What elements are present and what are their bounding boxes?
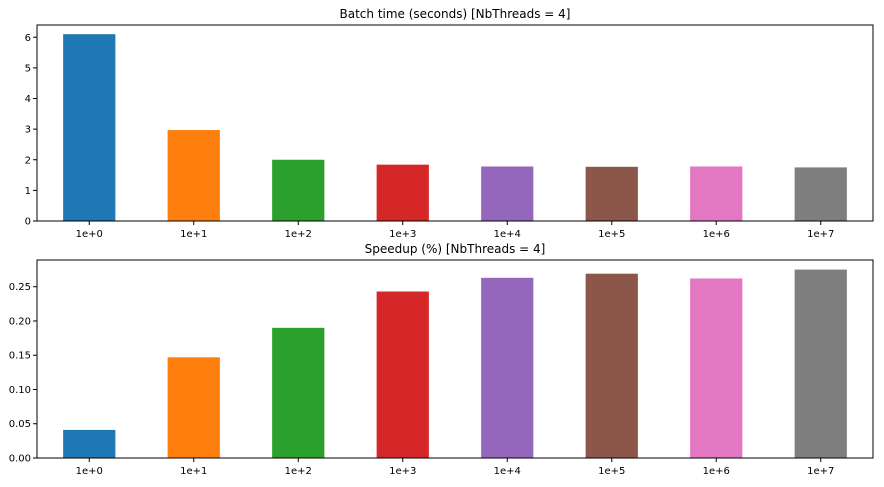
- speedup-bar-1e+4: [481, 277, 534, 458]
- speedup-xtick-label: 1e+3: [389, 466, 416, 477]
- batch-time-bar-1e+0: [63, 34, 116, 221]
- speedup-ytick-label: 0.15: [9, 351, 31, 362]
- batch-time-xtick-label: 1e+3: [389, 229, 416, 240]
- batch-time-ytick-label: 2: [25, 155, 31, 166]
- batch-time-xtick-label: 1e+4: [494, 229, 521, 240]
- batch-time-xtick-label: 1e+5: [598, 229, 625, 240]
- speedup-bar-1e+2: [272, 327, 325, 458]
- batch-time-title: Batch time (seconds) [NbThreads = 4]: [340, 7, 571, 21]
- speedup-axes-frame: [36, 259, 874, 459]
- speedup-xtick-label: 1e+6: [703, 466, 730, 477]
- batch-time-bar-1e+1: [167, 130, 220, 221]
- batch-time-xtick-label: 1e+2: [285, 229, 312, 240]
- batch-time-bar-1e+6: [690, 166, 743, 221]
- speedup-ytick-label: 0.05: [9, 419, 31, 430]
- batch-time-xtick-label: 1e+1: [180, 229, 207, 240]
- speedup-xtick-label: 1e+4: [494, 466, 521, 477]
- batch-time-bar-1e+4: [481, 166, 534, 221]
- batch-time-ytick-label: 4: [25, 94, 31, 105]
- batch-time-xtick-label: 1e+7: [807, 229, 834, 240]
- batch-time-ytick-label: 0: [25, 217, 31, 228]
- speedup-bar-1e+7: [794, 269, 847, 458]
- batch-time-ytick-label: 3: [25, 125, 31, 136]
- batch-time-xtick-label: 1e+0: [76, 229, 103, 240]
- speedup-bar-1e+0: [63, 429, 116, 458]
- speedup-xtick-label: 1e+1: [180, 466, 207, 477]
- speedup-xtick-label: 1e+0: [76, 466, 103, 477]
- batch-time-ytick-label: 1: [25, 186, 31, 197]
- batch-time-bar-1e+7: [794, 167, 847, 221]
- batch-time-axes-frame: [36, 24, 874, 222]
- speedup-bar-1e+1: [167, 357, 220, 458]
- speedup-xtick-label: 1e+5: [598, 466, 625, 477]
- speedup-ytick-label: 0.25: [9, 282, 31, 293]
- speedup-ytick-label: 0.00: [9, 454, 31, 465]
- batch-time-xtick-label: 1e+6: [703, 229, 730, 240]
- speedup-xtick-label: 1e+7: [807, 466, 834, 477]
- batch-time-bar-1e+5: [585, 166, 638, 221]
- speedup-bar-1e+6: [690, 278, 743, 458]
- batch-time-subplot: Batch time (seconds) [NbThreads = 4] 0 1 2…: [25, 7, 874, 240]
- speedup-subplot: Speedup (%) [NbThreads = 4] 0.00 0.05 0.10…: [9, 242, 874, 477]
- speedup-ytick-label: 0.10: [9, 385, 31, 396]
- batch-time-bar-1e+2: [272, 159, 325, 221]
- batch-time-ytick-label: 5: [25, 63, 31, 74]
- batch-time-bar-1e+3: [376, 164, 429, 221]
- speedup-bar-1e+3: [376, 291, 429, 458]
- speedup-title: Speedup (%) [NbThreads = 4]: [365, 242, 546, 256]
- speedup-xtick-label: 1e+2: [285, 466, 312, 477]
- speedup-bar-1e+5: [585, 273, 638, 458]
- batch-time-ytick-label: 6: [25, 33, 31, 44]
- speedup-ytick-label: 0.20: [9, 316, 31, 327]
